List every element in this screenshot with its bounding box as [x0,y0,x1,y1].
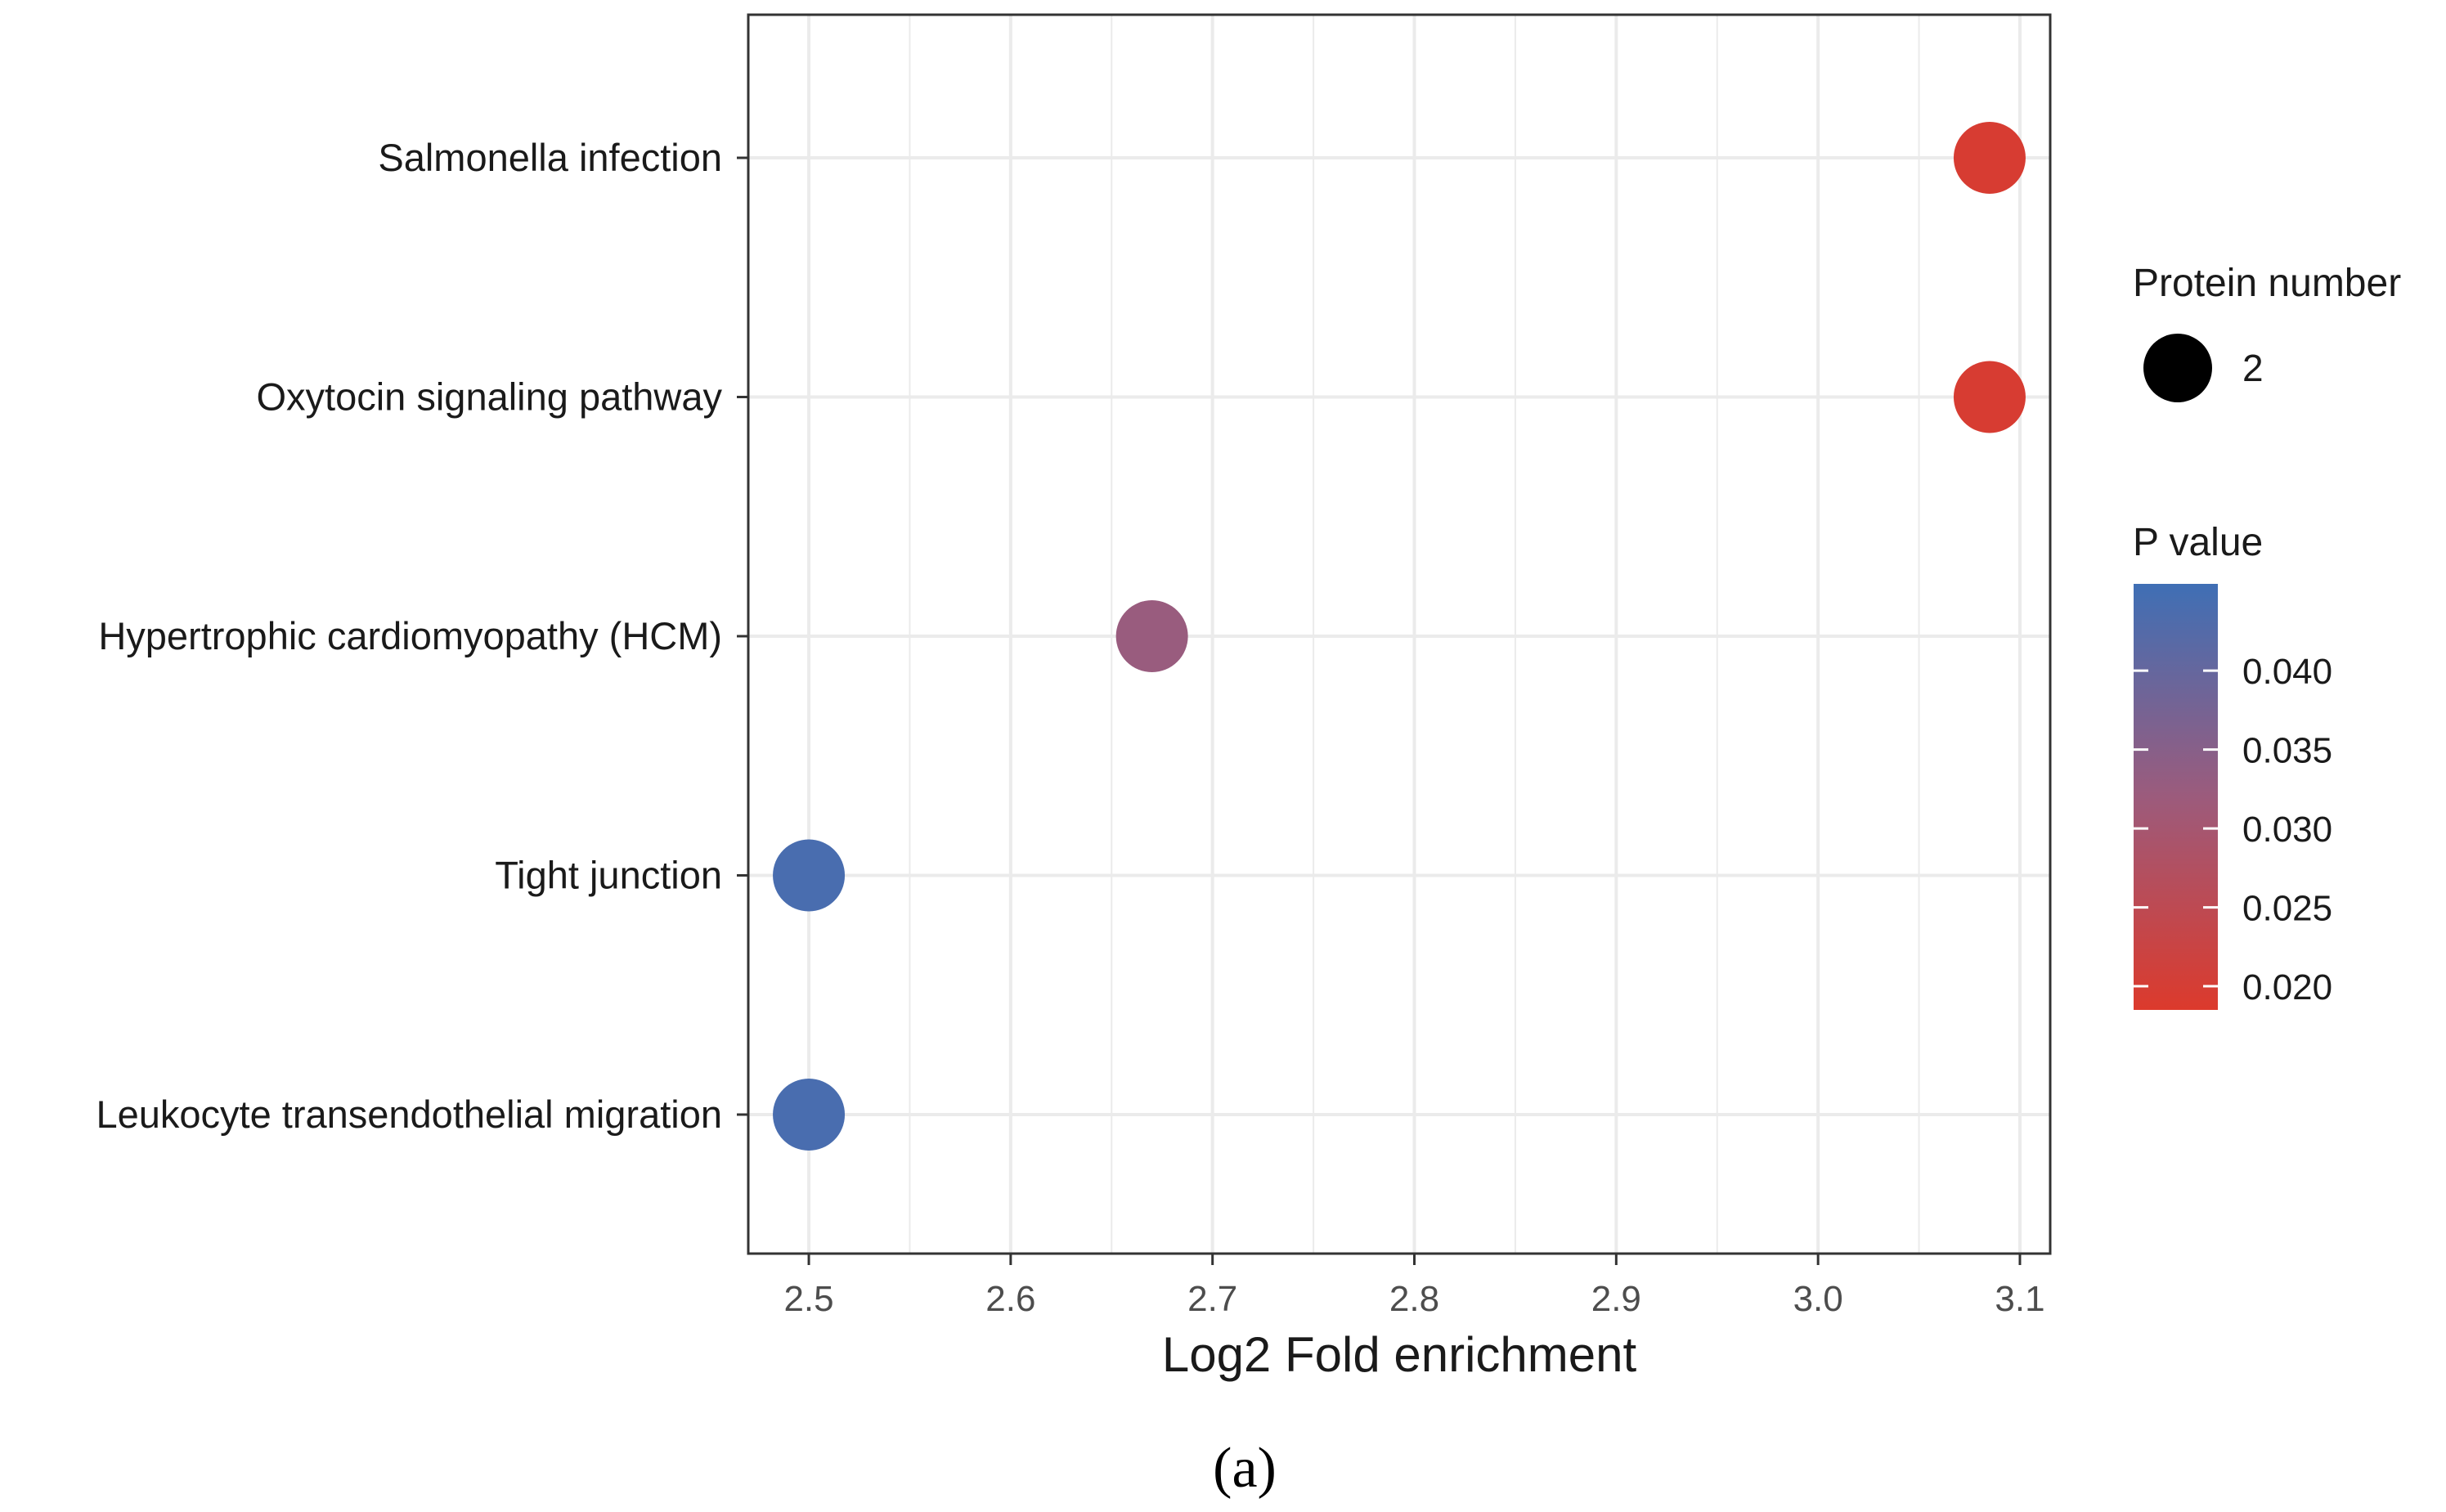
data-point [1115,600,1188,672]
x-axis: 2.5 2.6 2.7 2.8 2.9 3.0 3.1 [783,1254,2045,1319]
x-tick-label: 3.1 [1995,1279,2044,1319]
size-legend-title: Protein number [2133,262,2401,305]
data-point [773,839,846,912]
y-tick-label: Oxytocin signaling pathway [256,375,722,419]
size-legend: Protein number 2 [2133,262,2401,402]
color-bar-label: 0.040 [2242,652,2332,692]
y-tick-label: Hypertrophic cardiomyopathy (HCM) [98,614,722,657]
x-tick-label: 2.7 [1187,1279,1237,1319]
color-bar-label: 0.030 [2242,810,2332,850]
grid-minor [909,15,1920,1254]
plot-panel-border [747,13,2052,1255]
size-legend-label: 2 [2242,347,2264,389]
y-tick-label: Salmonella infection [378,136,722,179]
plot-panel [748,15,2050,1254]
data-point [773,1079,846,1151]
color-legend-title: P value [2133,521,2263,564]
y-tick-label: Leukocyte transendothelial migration [96,1092,722,1136]
color-bar [2134,584,2218,1010]
color-legend: P value 0.040 0.035 0.030 0.025 0.020 [2133,521,2332,1010]
data-points [773,122,2026,1151]
size-legend-key [2143,334,2212,402]
figure-caption: (a) [1213,1437,1277,1500]
color-bar-label: 0.020 [2242,967,2332,1007]
x-axis-title: Log2 Fold enrichment [1162,1327,1637,1382]
color-bar-ticks: 0.040 0.035 0.030 0.025 0.020 [2134,652,2332,1007]
y-tick-label: Tight junction [495,854,722,897]
x-tick-label: 2.6 [985,1279,1035,1319]
x-tick-label: 3.0 [1793,1279,1843,1319]
x-tick-label: 2.5 [783,1279,833,1319]
y-axis: Salmonella infection Oxytocin signaling p… [96,136,748,1136]
data-point [1953,122,2026,194]
grid-major [748,15,2050,1254]
color-bar-label: 0.025 [2242,889,2332,929]
x-tick-label: 2.8 [1389,1279,1439,1319]
x-tick-label: 2.9 [1591,1279,1641,1319]
data-point [1953,361,2026,433]
color-bar-label: 0.035 [2242,731,2332,771]
